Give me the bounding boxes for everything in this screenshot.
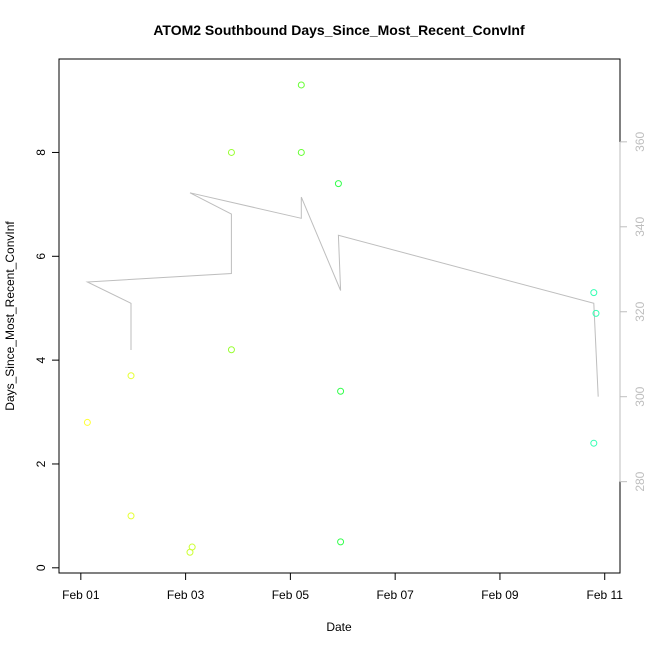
y-tick-label: 6	[34, 253, 48, 260]
data-point	[590, 289, 598, 297]
y2-tick-label: 300	[633, 386, 647, 406]
data-point	[127, 372, 135, 380]
data-point	[592, 309, 600, 317]
y-axis-label: Days_Since_Most_Recent_ConvInf	[3, 221, 17, 411]
chart-title: ATOM2 Southbound Days_Since_Most_Recent_…	[153, 22, 525, 38]
data-point	[227, 148, 235, 156]
x-tick-label: Feb 07	[376, 588, 414, 602]
y-tick-label: 4	[34, 356, 48, 363]
data-point	[337, 538, 345, 546]
x-axis-label: Date	[326, 620, 352, 634]
data-point	[127, 512, 135, 520]
x-tick-label: Feb 11	[586, 588, 623, 602]
data-points	[83, 81, 600, 556]
secondary-series	[85, 192, 599, 397]
y2-tick-label: 360	[633, 132, 647, 152]
data-point	[227, 346, 235, 354]
data-point	[83, 418, 91, 426]
x-tick-label: Feb 09	[481, 588, 519, 602]
y-axis: 0 2 4 6 8	[34, 149, 60, 571]
secondary-y-axis: 280 300 320 340 360	[619, 132, 647, 492]
data-point	[297, 148, 305, 156]
x-tick-label: Feb 01	[62, 588, 100, 602]
data-point	[334, 180, 342, 188]
data-point	[297, 81, 305, 89]
x-tick-label: Feb 05	[272, 588, 310, 602]
x-axis: Feb 01 Feb 03 Feb 05 Feb 07 Feb 09 Feb 11	[62, 572, 623, 602]
y2-tick-label: 280	[633, 471, 647, 491]
x-tick-label: Feb 03	[167, 588, 205, 602]
data-point	[590, 439, 598, 447]
y-tick-label: 2	[34, 460, 48, 467]
y-tick-label: 8	[34, 149, 48, 156]
data-point	[188, 543, 196, 551]
secondary-series-line	[85, 192, 599, 397]
y2-tick-label: 340	[633, 216, 647, 236]
plot-frame	[58, 58, 621, 574]
y-tick-label: 0	[34, 564, 48, 571]
y2-tick-label: 320	[633, 301, 647, 321]
data-point	[337, 387, 345, 395]
